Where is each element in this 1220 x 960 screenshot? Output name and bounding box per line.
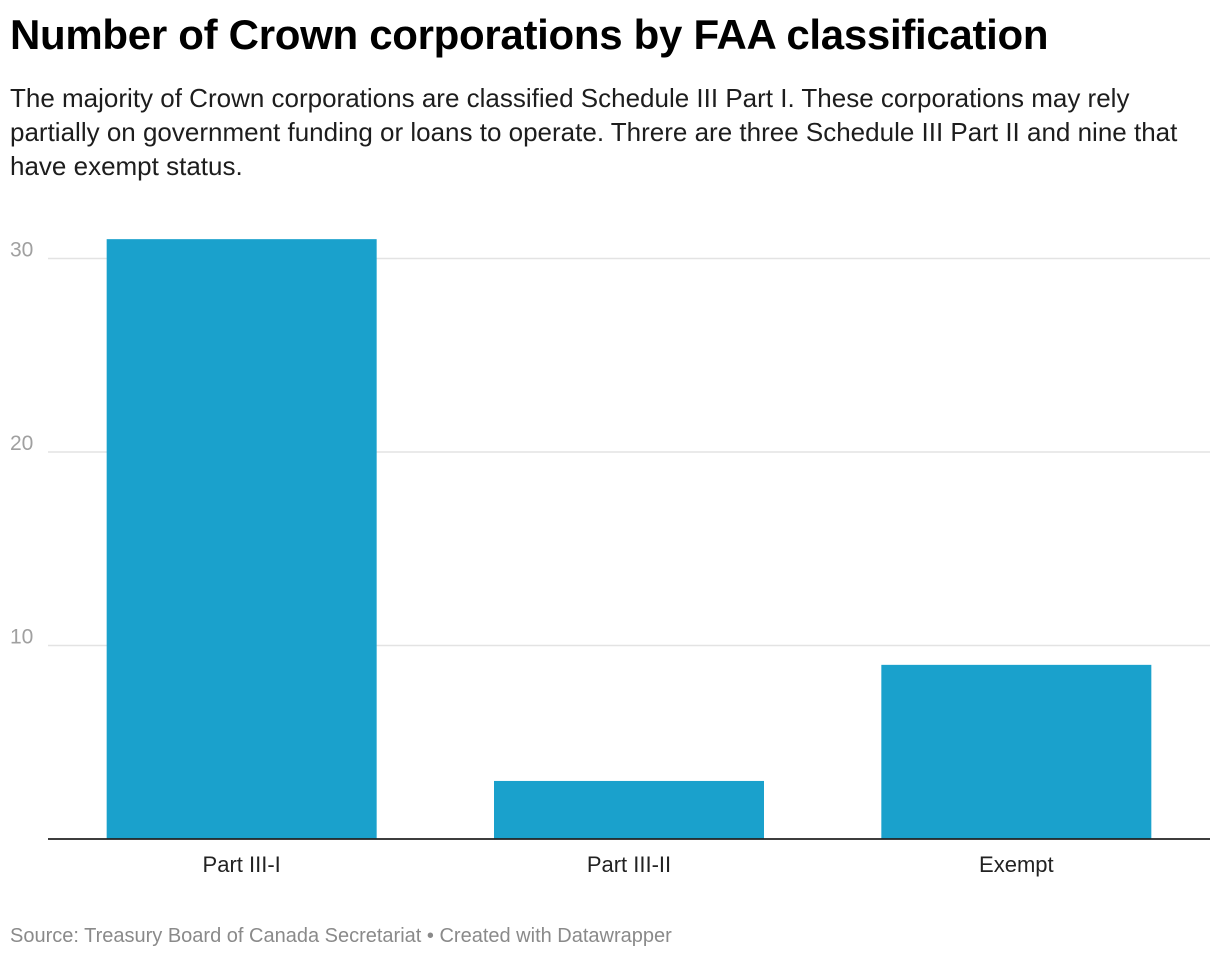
x-tick-label: Part III-I	[203, 852, 281, 877]
y-axis-ticks: 10 20 30	[10, 239, 33, 649]
chart-subtitle: The majority of Crown corporations are c…	[10, 83, 1178, 181]
source-text: Source: Treasury Board of Canada Secreta…	[10, 925, 422, 947]
bar-part-iii-i	[106, 239, 377, 839]
x-axis-labels: Part III-I Part III-II Exempt	[203, 852, 1054, 877]
bar-exempt	[881, 664, 1152, 839]
chart-title: Number of Crown corporations by FAA clas…	[10, 11, 1049, 58]
bars	[106, 239, 1152, 839]
credit-text: Created with Datawrapper	[439, 925, 672, 947]
footer-separator: •	[426, 925, 434, 947]
x-tick-label: Exempt	[979, 852, 1054, 877]
y-tick-label: 10	[10, 626, 33, 649]
bar-part-iii-ii	[494, 780, 764, 839]
y-tick-label: 30	[10, 239, 33, 262]
x-tick-label: Part III-II	[587, 852, 671, 877]
y-tick-label: 20	[10, 432, 33, 455]
chart-source: Source: Treasury Board of Canada Secreta…	[10, 922, 672, 950]
